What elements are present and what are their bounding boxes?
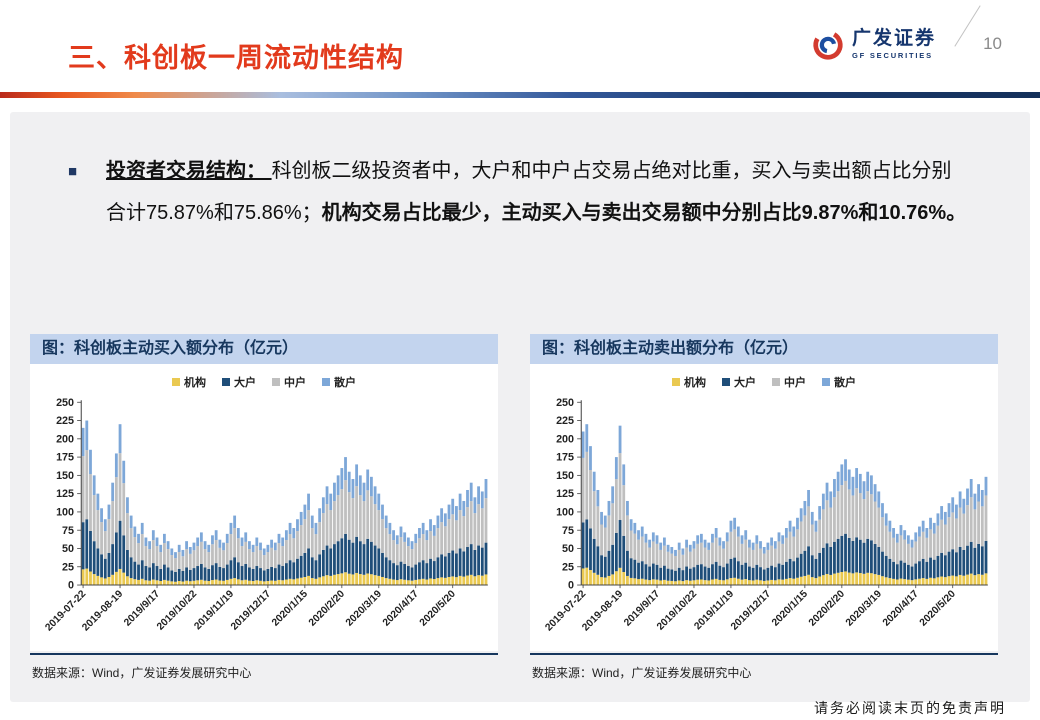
brand-logo: 广发证券 GF SECURITIES: [811, 28, 936, 62]
svg-text:125: 125: [56, 488, 74, 500]
svg-text:100: 100: [56, 507, 74, 519]
svg-text:0: 0: [568, 580, 574, 592]
buy-chart-title: 图：科创板主动买入额分布（亿元）: [30, 334, 498, 364]
legend-label: 机构: [684, 377, 706, 389]
sell-chart-legend: 机构 大户 中户 散户: [534, 370, 994, 392]
legend-swatch-icon: [322, 378, 330, 386]
legend-swatch-icon: [272, 378, 280, 386]
svg-text:2020/3/19: 2020/3/19: [344, 588, 384, 628]
buy-chart-divider: [30, 652, 498, 655]
intro-lead: 投资者交易结构：: [106, 160, 272, 182]
svg-text:150: 150: [556, 470, 574, 482]
legend-label: 散户: [834, 377, 856, 389]
sell-chart-source-note: 数据来源：Wind，广发证券发展研究中心: [532, 665, 752, 680]
intro-paragraph: ■ 投资者交易结构： 科创板二级投资者中，大户和中户占交易占绝对比重，买入与卖出…: [68, 150, 968, 234]
svg-text:2019/12/17: 2019/12/17: [229, 588, 273, 632]
gf-securities-logo-icon: [813, 30, 843, 60]
corner-slash-divider: [954, 5, 981, 47]
legend-label: 机构: [184, 377, 206, 389]
axis-labels: 02550751001251501752002252502019-07-2220…: [43, 397, 458, 634]
legend-item: 大户: [722, 374, 756, 390]
buy-chart-source-note: 数据来源：Wind，广发证券发展研究中心: [32, 665, 252, 680]
svg-text:0: 0: [68, 580, 74, 592]
legend-swatch-icon: [822, 378, 830, 386]
svg-text:2020/4/17: 2020/4/17: [381, 588, 421, 628]
svg-text:50: 50: [62, 543, 74, 555]
svg-text:2020/5/20: 2020/5/20: [918, 588, 958, 628]
svg-text:2019-08-19: 2019-08-19: [80, 588, 125, 633]
bars: [81, 420, 488, 586]
legend-swatch-icon: [672, 378, 680, 386]
intro-emphasis: 机构交易占比最少，主动买入与卖出交易额中分别占比9.87%和10.76%。: [321, 202, 967, 224]
legend-item: 大户: [222, 374, 256, 390]
sell-chart-svg: 02550751001251501752002252502019-07-2220…: [543, 397, 988, 634]
legend-item: 机构: [172, 374, 206, 390]
svg-text:75: 75: [562, 525, 574, 537]
svg-text:200: 200: [56, 433, 74, 445]
legend-swatch-icon: [722, 378, 730, 386]
legend-swatch-icon: [772, 378, 780, 386]
svg-text:225: 225: [556, 415, 574, 427]
sell-chart-title: 图：科创板主动卖出额分布（亿元）: [530, 334, 998, 364]
buy-chart-panel: 图：科创板主动买入额分布（亿元） 机构 大户 中户 散户 0 25 50 75 100 125 1…: [30, 334, 498, 681]
sell-chart-panel: 图：科创板主动卖出额分布（亿元） 机构 大户 中户 散户 0 25 50 75 100 125 1…: [530, 334, 998, 681]
page-title: 三、科创板一周流动性结构: [68, 43, 404, 73]
svg-text:2019-08-19: 2019-08-19: [580, 588, 625, 633]
brand-name-cn: 广发证券: [851, 28, 936, 50]
legend-swatch-icon: [222, 378, 230, 386]
svg-text:2020/1/15: 2020/1/15: [770, 588, 810, 628]
svg-text:2020/4/17: 2020/4/17: [881, 588, 921, 628]
svg-text:25: 25: [562, 561, 574, 573]
svg-text:175: 175: [556, 452, 574, 464]
footer-disclaimer: 请务必阅读末页的免责声明: [814, 701, 1006, 717]
axes: [577, 400, 988, 589]
legend-swatch-icon: [172, 378, 180, 386]
legend-label: 大户: [734, 377, 756, 389]
svg-text:25: 25: [62, 561, 74, 573]
svg-text:50: 50: [562, 543, 574, 555]
svg-text:225: 225: [56, 415, 74, 427]
svg-text:2019/12/17: 2019/12/17: [729, 588, 773, 632]
buy-chart-svg: 02550751001251501752002252502019-07-2220…: [43, 397, 488, 634]
svg-text:2020/1/15: 2020/1/15: [270, 588, 310, 628]
buy-chart-legend: 机构 大户 中户 散户: [34, 370, 494, 392]
legend-label: 中户: [284, 377, 306, 389]
svg-text:2020/2/20: 2020/2/20: [307, 588, 347, 628]
legend-item: 中户: [772, 374, 806, 390]
bullet-square-icon: ■: [68, 163, 78, 180]
axis-labels: 02550751001251501752002252502019-07-2220…: [543, 397, 958, 634]
legend-label: 大户: [234, 377, 256, 389]
svg-text:75: 75: [62, 525, 74, 537]
svg-text:150: 150: [56, 470, 74, 482]
page-number: 10: [983, 34, 1002, 53]
svg-text:2020/2/20: 2020/2/20: [807, 588, 847, 628]
legend-label: 散户: [334, 377, 356, 389]
legend-item: 散户: [822, 374, 856, 390]
intro-body: 科创板二级投资者中，大户和中户占交易占绝对比重，买入与卖出额占比分别合计75.8…: [106, 160, 952, 224]
legend-label: 中户: [784, 377, 806, 389]
brand-text: 广发证券 GF SECURITIES: [851, 28, 936, 61]
svg-text:2020/3/19: 2020/3/19: [844, 588, 884, 628]
sell-chart-divider: [530, 652, 998, 655]
axes: [77, 400, 488, 589]
buy-chart-card: 机构 大户 中户 散户 0 25 50 75 100 125 150 175 200 225 250 201…: [30, 364, 498, 651]
svg-text:250: 250: [556, 397, 574, 409]
svg-text:250: 250: [56, 397, 74, 409]
header-gradient-rule: [0, 92, 1040, 98]
svg-text:100: 100: [556, 507, 574, 519]
svg-text:125: 125: [556, 488, 574, 500]
legend-item: 机构: [672, 374, 706, 390]
sell-chart-card: 机构 大户 中户 散户 0 25 50 75 100 125 150 175 200 225 250 201…: [530, 364, 998, 651]
svg-text:175: 175: [56, 452, 74, 464]
legend-item: 中户: [272, 374, 306, 390]
content-panel: ■ 投资者交易结构： 科创板二级投资者中，大户和中户占交易占绝对比重，买入与卖出…: [10, 112, 1030, 702]
brand-name-en: GF SECURITIES: [851, 51, 933, 61]
svg-text:2020/5/20: 2020/5/20: [418, 588, 458, 628]
bars: [581, 424, 988, 586]
legend-item: 散户: [322, 374, 356, 390]
svg-text:200: 200: [556, 433, 574, 445]
